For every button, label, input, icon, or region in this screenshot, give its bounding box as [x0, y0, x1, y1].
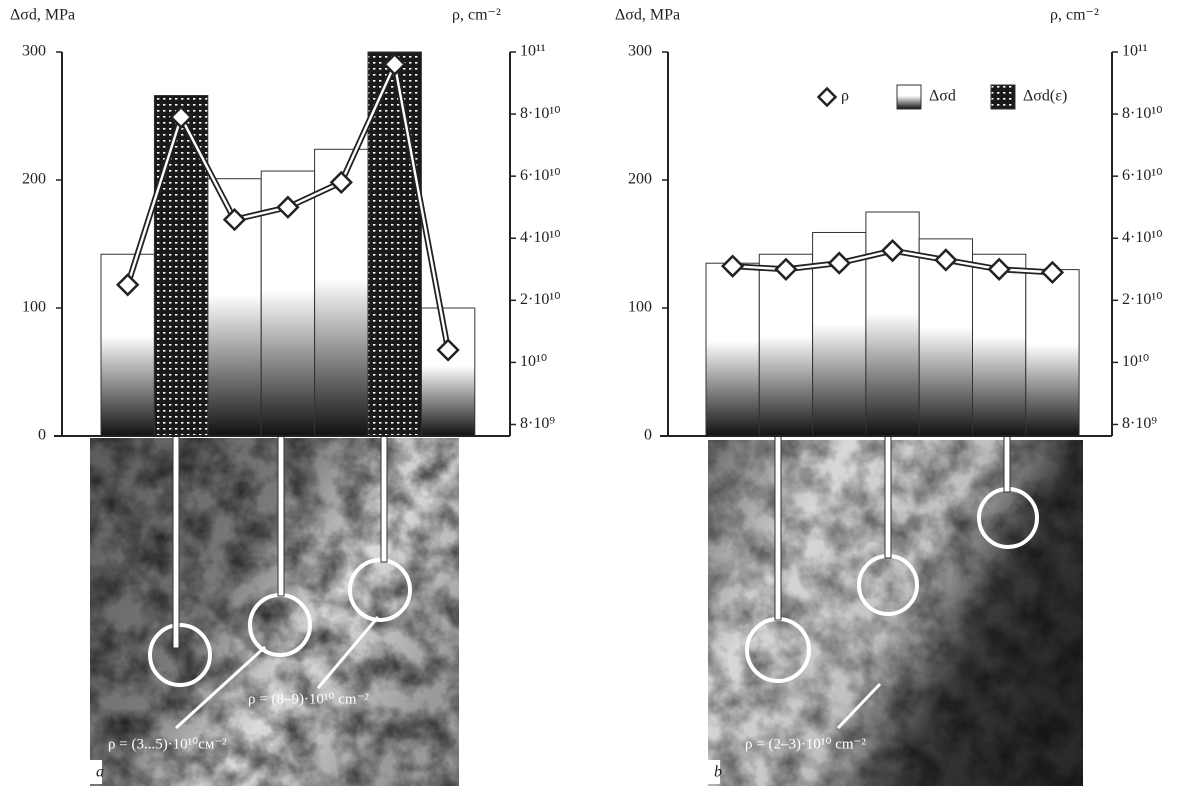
y2-axis-label: ρ, cm⁻²	[1050, 7, 1099, 24]
bar	[973, 254, 1026, 436]
y2-tick-label: 4·10¹⁰	[520, 229, 561, 246]
micrograph-a	[90, 438, 459, 786]
legend-swatch	[819, 89, 836, 106]
y2-tick-label: 8·10⁹	[1122, 415, 1157, 432]
y2-tick-label: 6·10¹⁰	[1122, 167, 1163, 184]
y-tick-label: 100	[22, 299, 46, 316]
bar	[759, 254, 812, 436]
y2-tick-label: 10¹⁰	[520, 353, 547, 370]
y2-tick-label: 10¹⁰	[1122, 353, 1149, 370]
bar	[1026, 270, 1079, 436]
panel-label: a	[96, 764, 104, 781]
y2-tick-label: 8·10¹⁰	[1122, 105, 1163, 122]
y-tick-label: 200	[22, 171, 46, 188]
panel-label: b	[714, 764, 722, 781]
y2-tick-label: 10¹¹	[1122, 43, 1148, 60]
annotation: ρ = (3...5)·10¹⁰cм⁻²	[108, 736, 227, 752]
y2-tick-label: 6·10¹⁰	[520, 167, 561, 184]
bars	[101, 52, 475, 436]
annotation: ρ = (2–3)·10¹⁰ cm⁻²	[745, 736, 866, 752]
y-tick-label: 300	[628, 43, 652, 60]
y-axis-label: Δσd, MPa	[615, 7, 680, 24]
legend-swatch	[991, 85, 1015, 109]
y2-tick-label: 2·10¹⁰	[520, 291, 561, 308]
y2-axis-label: ρ, cm⁻²	[452, 7, 501, 24]
y2-tick-label: 8·10⁹	[520, 415, 555, 432]
bar	[706, 263, 759, 436]
legend-label: Δσd	[929, 88, 956, 105]
y-tick-label: 200	[628, 171, 652, 188]
y-tick-label: 300	[22, 43, 46, 60]
bar	[421, 308, 474, 436]
legend-label: Δσd(ε)	[1023, 88, 1067, 105]
y-tick-label: 0	[38, 427, 46, 444]
legend-swatch	[897, 85, 921, 109]
y-axis-label: Δσd, MPa	[10, 7, 75, 24]
figure: 0 100 200 300 8·10⁹ 10¹⁰ 2·10¹⁰ 4·10¹⁰ 6·10¹⁰ 8·1…	[0, 0, 1193, 786]
y2-tick-label: 10¹¹	[520, 43, 546, 60]
y2-tick-label: 8·10¹⁰	[520, 105, 561, 122]
bars	[706, 212, 1079, 436]
y2-tick-label: 4·10¹⁰	[1122, 229, 1163, 246]
y-tick-label: 0	[644, 427, 652, 444]
annotation: ρ = (8–9)·10¹⁰ cm⁻²	[248, 691, 369, 707]
y-tick-label: 100	[628, 299, 652, 316]
y2-tick-label: 2·10¹⁰	[1122, 291, 1163, 308]
legend-label: ρ	[841, 88, 849, 105]
